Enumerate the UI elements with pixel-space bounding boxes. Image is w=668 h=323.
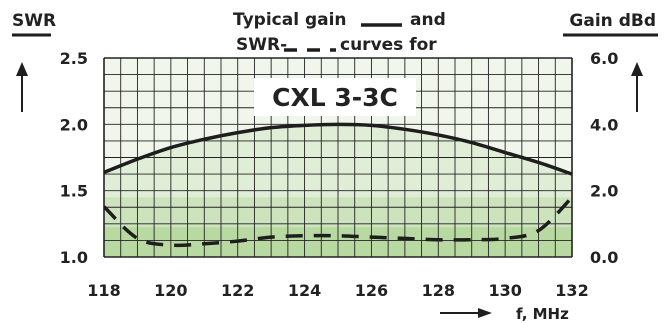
right-tick-label: 6.0 <box>590 49 618 68</box>
up-arrow-icon <box>631 62 643 112</box>
x-tick-label: 130 <box>488 281 521 300</box>
gain-curve <box>104 122 572 176</box>
model-label-box: CXL 3-3C <box>254 78 416 116</box>
model-label: CXL 3-3C <box>272 83 398 112</box>
x-axis-label: f, MHz <box>516 305 569 323</box>
left-axis: SWR 2.5 2.0 1.5 1.0 <box>12 11 88 267</box>
x-tick-label: 122 <box>221 281 254 300</box>
left-axis-label: SWR <box>12 11 56 31</box>
right-tick-label: 2.0 <box>590 182 618 201</box>
left-tick-label: 2.0 <box>60 115 88 134</box>
curves <box>104 122 572 248</box>
title-line1-suffix: and <box>410 10 446 30</box>
title-line2-prefix: SWR- <box>236 35 287 55</box>
left-tick-label: 1.0 <box>60 248 88 267</box>
chart-title: Typical gain and SWR- curves for <box>233 10 446 55</box>
right-axis-label: Gain dBd <box>569 11 656 31</box>
up-arrow-icon <box>16 62 28 112</box>
x-tick-label: 118 <box>87 281 120 300</box>
right-tick-label: 0.0 <box>590 248 618 267</box>
right-axis-ticks: 6.0 4.0 2.0 0.0 <box>590 49 618 267</box>
x-tick-label: 124 <box>288 281 321 300</box>
right-axis: Gain dBd 6.0 4.0 2.0 0.0 <box>563 11 658 267</box>
x-tick-label: 120 <box>154 281 187 300</box>
title-line1-prefix: Typical gain <box>233 10 347 30</box>
left-tick-label: 1.5 <box>60 182 88 201</box>
swr-curve <box>104 196 572 248</box>
x-tick-label: 128 <box>422 281 455 300</box>
left-tick-label: 2.5 <box>60 49 88 68</box>
x-axis-ticks: 118 120 122 124 126 128 130 132 <box>87 281 588 300</box>
right-tick-label: 4.0 <box>590 115 618 134</box>
x-axis: 118 120 122 124 126 128 130 132 f, MHz <box>87 281 588 323</box>
title-line2-suffix: curves for <box>340 35 437 55</box>
right-arrow-icon <box>440 308 492 318</box>
x-tick-label: 132 <box>555 281 588 300</box>
x-tick-label: 126 <box>355 281 388 300</box>
left-axis-ticks: 2.5 2.0 1.5 1.0 <box>60 49 88 267</box>
